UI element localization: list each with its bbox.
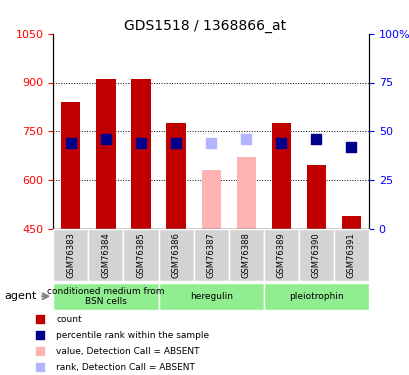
Text: GSM76387: GSM76387: [206, 232, 215, 278]
Text: GDS1518 / 1368866_at: GDS1518 / 1368866_at: [124, 19, 285, 33]
Bar: [166, 123, 185, 229]
Point: [207, 140, 214, 146]
Point: [347, 144, 354, 150]
FancyBboxPatch shape: [263, 283, 368, 310]
FancyBboxPatch shape: [53, 229, 88, 281]
Text: GSM76388: GSM76388: [241, 232, 250, 278]
Text: percentile rank within the sample: percentile rank within the sample: [56, 331, 209, 340]
Bar: [96, 79, 115, 229]
FancyBboxPatch shape: [333, 229, 368, 281]
Bar: [236, 157, 255, 229]
Bar: [271, 123, 290, 229]
Text: agent: agent: [4, 291, 36, 301]
Text: GSM76390: GSM76390: [311, 232, 320, 278]
FancyBboxPatch shape: [88, 229, 123, 281]
Text: GSM76384: GSM76384: [101, 232, 110, 278]
Text: count: count: [56, 315, 82, 324]
FancyBboxPatch shape: [123, 229, 158, 281]
Text: rank, Detection Call = ABSENT: rank, Detection Call = ABSENT: [56, 363, 195, 372]
Bar: [341, 216, 360, 229]
Point: [102, 136, 109, 142]
FancyBboxPatch shape: [158, 229, 193, 281]
Point: [36, 364, 43, 370]
Point: [36, 316, 43, 322]
Point: [312, 136, 319, 142]
FancyBboxPatch shape: [158, 283, 263, 310]
FancyBboxPatch shape: [228, 229, 263, 281]
FancyBboxPatch shape: [263, 229, 298, 281]
Bar: [201, 170, 220, 229]
Text: GSM76386: GSM76386: [171, 232, 180, 278]
Text: conditioned medium from
BSN cells: conditioned medium from BSN cells: [47, 286, 164, 306]
Text: pleiotrophin: pleiotrophin: [288, 292, 343, 301]
Point: [137, 140, 144, 146]
Bar: [131, 79, 150, 229]
Text: GSM76389: GSM76389: [276, 232, 285, 278]
Point: [172, 140, 179, 146]
FancyBboxPatch shape: [298, 229, 333, 281]
Point: [67, 140, 74, 146]
Text: heregulin: heregulin: [189, 292, 232, 301]
Text: GSM76391: GSM76391: [346, 232, 355, 278]
Text: value, Detection Call = ABSENT: value, Detection Call = ABSENT: [56, 346, 199, 355]
Point: [36, 348, 43, 354]
Point: [277, 140, 284, 146]
Point: [243, 136, 249, 142]
Bar: [306, 165, 325, 229]
Point: [36, 332, 43, 338]
Text: GSM76385: GSM76385: [136, 232, 145, 278]
FancyBboxPatch shape: [53, 283, 158, 310]
Text: GSM76383: GSM76383: [66, 232, 75, 278]
FancyBboxPatch shape: [193, 229, 228, 281]
Bar: [61, 102, 80, 229]
